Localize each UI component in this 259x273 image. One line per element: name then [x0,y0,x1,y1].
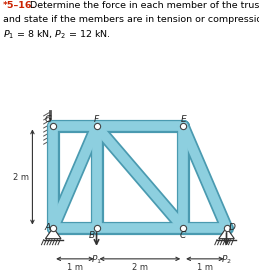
Text: 2 m: 2 m [132,263,148,272]
Text: $\mathit{P}_1$: $\mathit{P}_1$ [91,254,102,266]
Text: F: F [94,115,99,124]
Text: D: D [229,223,236,232]
Polygon shape [219,227,234,239]
Text: B: B [88,231,94,240]
Polygon shape [45,227,61,239]
Text: A: A [44,223,50,232]
Text: 1 m: 1 m [67,263,83,272]
Text: 2 m: 2 m [13,173,29,182]
Text: E: E [180,115,186,124]
Text: *5–16.: *5–16. [3,1,36,10]
Text: $P_1$ = 8 kN, $P_2$ = 12 kN.: $P_1$ = 8 kN, $P_2$ = 12 kN. [3,29,110,41]
Text: and state if the members are in tension or compression. Set: and state if the members are in tension … [3,15,259,24]
Text: G: G [45,115,52,124]
Text: C: C [180,231,186,240]
Text: Determine the force in each member of the truss: Determine the force in each member of th… [30,1,259,10]
Text: 1 m: 1 m [197,263,213,272]
Text: $\mathit{P}_2$: $\mathit{P}_2$ [221,254,232,266]
